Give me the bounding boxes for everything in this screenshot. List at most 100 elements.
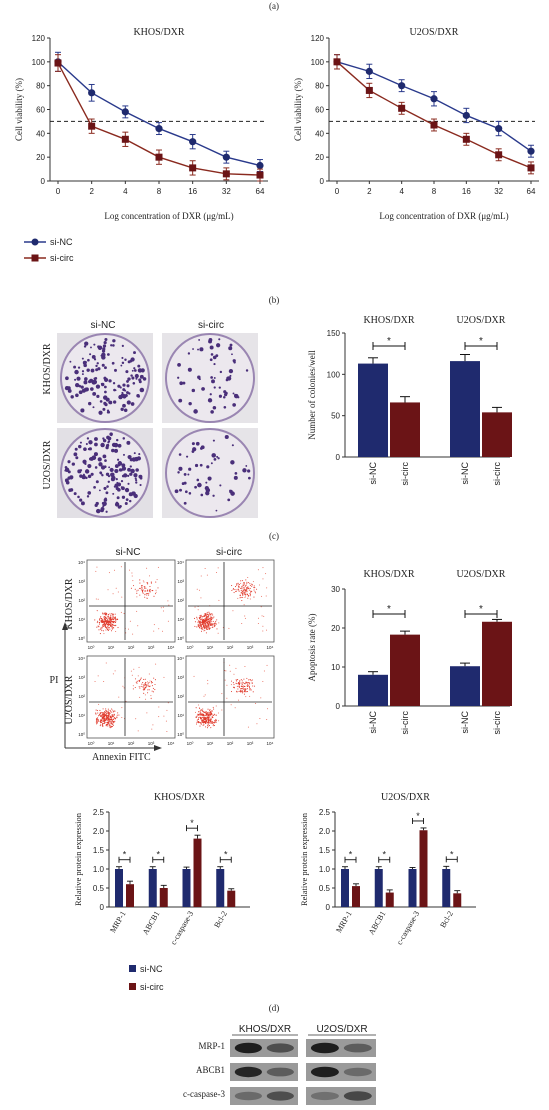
event-dot bbox=[208, 714, 210, 716]
event-dot bbox=[205, 722, 207, 725]
colony-dot bbox=[114, 368, 117, 372]
event-dot bbox=[107, 711, 109, 714]
colony-dot bbox=[117, 505, 121, 509]
flow-x-tick-label: 10¹ bbox=[207, 645, 214, 650]
event-dot bbox=[103, 624, 105, 626]
event-dot bbox=[158, 716, 160, 718]
colony-dot bbox=[70, 395, 74, 399]
event-dot bbox=[108, 715, 110, 717]
event-dot bbox=[130, 587, 132, 589]
colony-dot bbox=[92, 379, 98, 385]
event-dot bbox=[211, 720, 213, 722]
event-dot bbox=[243, 588, 245, 590]
event-dot bbox=[237, 685, 239, 687]
event-dot bbox=[105, 722, 107, 724]
event-dot bbox=[104, 612, 106, 614]
colony-dot bbox=[191, 442, 195, 446]
y-tick-label: 120 bbox=[32, 34, 46, 43]
event-dot bbox=[99, 618, 101, 620]
event-dot bbox=[208, 621, 210, 623]
colony-dot bbox=[223, 396, 226, 399]
event-dot bbox=[105, 614, 107, 616]
colony-dot bbox=[117, 384, 121, 388]
event-dot bbox=[242, 580, 244, 582]
x-tick-label: 2 bbox=[89, 187, 94, 196]
event-dot bbox=[110, 630, 113, 632]
event-dot bbox=[112, 709, 114, 711]
event-dot bbox=[245, 592, 247, 594]
event-dot bbox=[208, 721, 210, 724]
colony-dot bbox=[107, 480, 110, 483]
event-dot bbox=[238, 683, 240, 685]
event-dot bbox=[110, 623, 112, 625]
event-dot bbox=[107, 629, 109, 631]
bar bbox=[115, 869, 123, 907]
colony-dot bbox=[142, 377, 147, 381]
colony-dot bbox=[133, 452, 136, 455]
event-dot bbox=[202, 710, 204, 712]
colony-dot bbox=[188, 401, 192, 406]
colony-dot bbox=[201, 387, 205, 391]
y-tick-label: 1.5 bbox=[93, 846, 105, 855]
event-dot bbox=[242, 594, 244, 596]
event-dot bbox=[209, 716, 211, 718]
colony-dot bbox=[77, 495, 80, 499]
event-dot bbox=[253, 596, 255, 598]
flow-row-label-u2os: U2OS/DXR bbox=[64, 675, 75, 724]
event-dot bbox=[151, 728, 153, 730]
event-dot bbox=[142, 682, 144, 684]
event-dot bbox=[97, 715, 100, 717]
event-dot bbox=[121, 707, 123, 709]
colony-dot bbox=[67, 460, 71, 464]
event-dot bbox=[204, 694, 206, 696]
colony-dot bbox=[105, 510, 108, 513]
event-dot bbox=[154, 593, 157, 595]
event-dot bbox=[221, 693, 223, 695]
event-dot bbox=[137, 625, 139, 627]
colony-dot bbox=[95, 501, 99, 506]
event-dot bbox=[108, 624, 110, 626]
event-dot bbox=[141, 586, 143, 588]
colony-dot bbox=[105, 491, 109, 495]
event-dot bbox=[207, 614, 209, 616]
colony-dot bbox=[177, 363, 181, 367]
event-dot bbox=[95, 713, 97, 715]
event-dot bbox=[209, 620, 211, 622]
event-dot bbox=[198, 707, 200, 709]
event-dot bbox=[109, 712, 111, 714]
colony-dot bbox=[93, 358, 97, 361]
event-dot bbox=[104, 721, 106, 723]
colony-dot bbox=[121, 344, 124, 347]
colony-dot bbox=[100, 465, 106, 470]
y-tick-label: 60 bbox=[315, 106, 324, 115]
event-dot bbox=[102, 722, 104, 724]
event-dot bbox=[246, 582, 248, 584]
event-dot bbox=[246, 690, 248, 693]
colony-dot bbox=[197, 348, 199, 351]
event-dot bbox=[109, 709, 111, 711]
colony-dot bbox=[193, 409, 198, 414]
colony-dot bbox=[232, 392, 235, 395]
event-dot bbox=[107, 628, 109, 631]
bar bbox=[374, 869, 383, 907]
colony-dot bbox=[102, 454, 107, 459]
event-dot bbox=[153, 595, 155, 597]
event-dot bbox=[241, 593, 243, 595]
x-tick-label: si-NC bbox=[368, 711, 378, 734]
event-dot bbox=[261, 595, 263, 597]
colony-dot bbox=[117, 443, 122, 448]
event-dot bbox=[242, 591, 244, 593]
colony-dot bbox=[111, 448, 115, 453]
event-dot bbox=[101, 723, 103, 726]
event-dot bbox=[241, 690, 243, 692]
event-dot bbox=[196, 626, 198, 628]
event-dot bbox=[97, 625, 99, 627]
event-dot bbox=[148, 592, 150, 594]
y-tick-label: 30 bbox=[331, 585, 340, 594]
colony-dot bbox=[134, 477, 137, 480]
event-dot bbox=[233, 686, 235, 689]
event-dot bbox=[152, 687, 154, 689]
event-dot bbox=[204, 711, 206, 714]
colony-dot bbox=[213, 457, 217, 461]
event-dot bbox=[154, 689, 156, 691]
